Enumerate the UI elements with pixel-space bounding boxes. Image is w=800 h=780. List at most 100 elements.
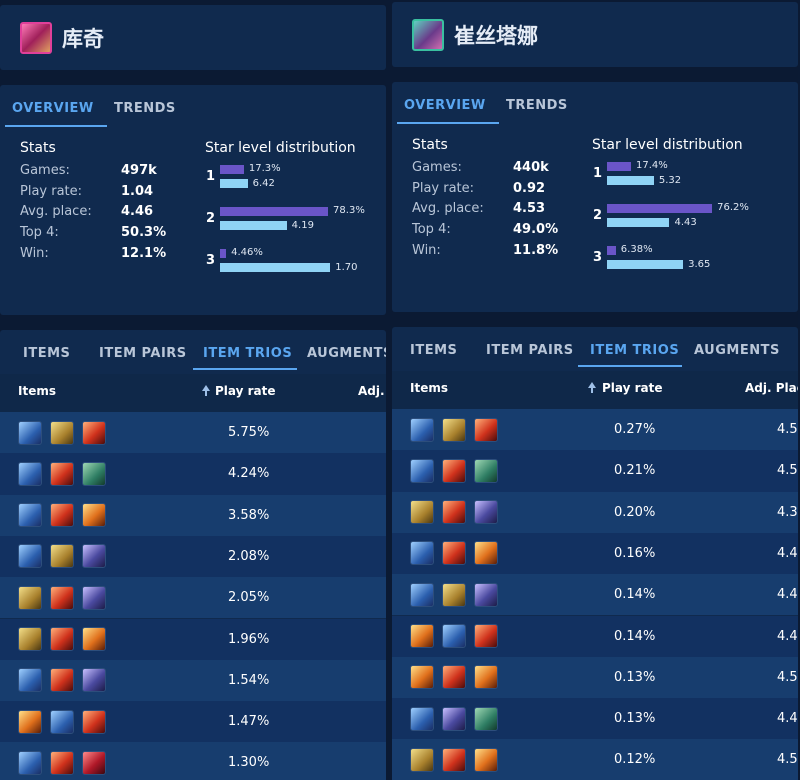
play-rate-cell: 0.27% — [614, 422, 656, 437]
tab-underline — [578, 365, 682, 367]
header-row — [392, 371, 798, 409]
avg-place-bar — [220, 221, 287, 230]
item-row: 0.16% 4.47 — [392, 532, 798, 575]
item-icon — [82, 503, 106, 528]
item-tab[interactable]: ITEMS — [23, 346, 71, 361]
stat-label: Avg. place: — [412, 201, 484, 217]
item-icon — [50, 503, 74, 528]
col-play-rate[interactable]: Play rate — [602, 381, 663, 395]
item-icon — [442, 706, 466, 731]
item-icon — [474, 500, 498, 525]
item-icon — [442, 665, 466, 690]
item-tab[interactable]: AUGMENTS — [694, 343, 780, 358]
item-row: 3.58% — [0, 494, 386, 536]
item-icon — [442, 417, 466, 442]
overview-tab[interactable]: OVERVIEW — [404, 98, 486, 113]
stat-value: 11.8% — [513, 242, 559, 258]
header-row — [0, 374, 386, 412]
item-icon — [410, 706, 434, 731]
item-icon — [50, 627, 74, 651]
item-icon — [474, 582, 498, 607]
stat-value: 1.04 — [121, 183, 154, 199]
play-rate-cell: 1.30% — [228, 755, 270, 771]
item-tab[interactable]: ITEM PAIRS — [486, 343, 574, 358]
play-rate-cell: 2.05% — [228, 590, 270, 606]
star-level: 1 — [206, 169, 216, 184]
sort-arrow-stem — [591, 387, 593, 393]
item-icon — [18, 627, 42, 651]
play-rate-cell: 5.75% — [228, 425, 270, 440]
item-icon — [18, 503, 42, 528]
col-play-rate[interactable]: Play rate — [215, 384, 276, 398]
item-row: 0.13% 4.52 — [392, 656, 798, 699]
avg-place-label: 5.32 — [658, 175, 682, 186]
overview-card: OVERVIEW TRENDS Stats Games: 497k Play rate: 1… — [0, 85, 386, 315]
item-icon — [82, 668, 106, 693]
avg-place-label: 6.42 — [252, 178, 275, 189]
item-tab[interactable]: ITEM PAIRS — [99, 346, 187, 361]
item-row: 0.14% 4.48 — [392, 615, 798, 657]
adj-place-cell: 4.37 — [777, 504, 798, 520]
item-icon — [474, 706, 498, 731]
item-icon — [18, 709, 42, 734]
play-rate-bar — [220, 165, 244, 174]
avg-place-label: 4.19 — [291, 220, 314, 231]
play-rate-label: 17.3% — [248, 163, 281, 174]
item-icon — [442, 747, 466, 772]
item-row: 0.14% 4.4 — [392, 574, 798, 616]
item-row: 0.21% 4.58 — [392, 450, 798, 492]
item-tab[interactable]: ITEM TRIOS — [203, 346, 293, 361]
item-row: 2.05% — [0, 577, 386, 619]
col-items: Items — [410, 381, 448, 395]
item-icon — [18, 544, 42, 569]
overview-tab[interactable]: TRENDS — [506, 98, 568, 113]
item-icon — [82, 709, 106, 734]
overview-tab[interactable]: OVERVIEW — [12, 101, 94, 116]
star-level: 2 — [593, 208, 603, 223]
item-icon — [474, 458, 498, 483]
item-icon — [442, 582, 466, 607]
stat-value: 497k — [121, 163, 157, 178]
tab-underline — [193, 368, 297, 370]
item-tab[interactable]: AUGMENTS — [307, 346, 386, 361]
overview-tab[interactable]: TRENDS — [114, 101, 176, 116]
stat-label: Top 4: — [20, 225, 59, 241]
play-rate-cell: 4.24% — [228, 466, 270, 482]
item-icon — [442, 500, 466, 525]
item-icon — [18, 461, 42, 486]
stat-value: 0.92 — [513, 180, 546, 196]
stats-title: Stats — [412, 137, 448, 153]
item-tab[interactable]: ITEMS — [410, 343, 458, 358]
item-icon — [442, 458, 466, 483]
item-icon — [410, 500, 434, 525]
stat-label: Games: — [20, 163, 70, 178]
play-rate-cell: 0.20% — [614, 504, 656, 520]
champion-header: 崔丝塔娜 — [392, 2, 798, 67]
item-row: 2.08% — [0, 535, 386, 578]
avg-place-bar — [220, 263, 331, 272]
col-adj-place[interactable]: Adj. Place — [745, 381, 798, 395]
item-tab[interactable]: ITEM TRIOS — [590, 343, 680, 358]
item-icon — [50, 544, 74, 569]
stat-label: Win: — [412, 242, 441, 258]
col-adj-place[interactable]: Adj. Place — [358, 384, 386, 398]
adj-place-cell: 4.4 — [777, 587, 798, 603]
play-rate-label: 4.46% — [231, 247, 263, 258]
item-icon — [50, 709, 74, 734]
item-icon — [50, 668, 74, 693]
play-rate-bar — [220, 249, 227, 258]
play-rate-bar — [607, 204, 713, 213]
champion-name: 库奇 — [62, 27, 104, 51]
champion-icon — [412, 19, 444, 51]
avg-place-label: 1.70 — [335, 262, 358, 273]
item-icon — [82, 461, 106, 486]
stat-value: 4.53 — [513, 201, 546, 217]
stat-label: Games: — [412, 160, 462, 175]
item-icon — [50, 420, 74, 445]
stat-label: Avg. place: — [20, 204, 92, 220]
item-icon — [82, 544, 106, 569]
item-row: 0.13% 4.42 — [392, 698, 798, 740]
item-row: 1.96% — [0, 618, 386, 660]
item-icon — [474, 417, 498, 442]
play-rate-label: 78.3% — [333, 205, 365, 216]
